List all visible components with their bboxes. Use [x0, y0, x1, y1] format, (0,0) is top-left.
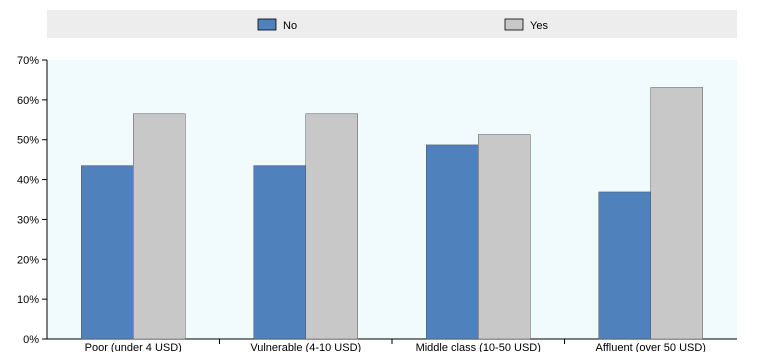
y-tick-label: 60%	[17, 95, 39, 107]
legend-swatch-no	[257, 18, 277, 31]
y-tick-label: 30%	[17, 214, 39, 226]
legend-label-no: No	[283, 20, 297, 32]
y-tick-label: 70%	[17, 55, 39, 67]
y-tick-label: 0%	[23, 334, 39, 346]
x-axis-labels: Poor (under 4 USD) Vulnerable (4-10 USD) M…	[85, 339, 706, 352]
x-category-label: Vulnerable (4-10 USD)	[250, 342, 361, 352]
legend: No Yes	[257, 18, 548, 32]
x-category-label: Middle class (10-50 USD)	[416, 342, 541, 352]
x-category-label: Affluent (over 50 USD)	[596, 342, 706, 352]
bar-no-2	[426, 144, 479, 340]
y-axis-ticks: 0% 10% 20% 30% 40% 50% 60% 70%	[17, 55, 47, 346]
bar-yes-3	[650, 87, 703, 340]
bar-yes-2	[478, 134, 531, 340]
legend-swatch-yes	[504, 18, 524, 31]
y-tick-label: 50%	[17, 135, 39, 147]
legend-label-yes: Yes	[530, 20, 548, 32]
x-category-label: Poor (under 4 USD)	[85, 342, 182, 352]
bars	[81, 87, 703, 340]
legend-band	[47, 10, 737, 38]
bar-no-1	[253, 165, 306, 340]
y-tick-label: 10%	[17, 294, 39, 306]
bar-yes-1	[305, 113, 358, 340]
y-tick-label: 20%	[17, 254, 39, 266]
y-tick-label: 40%	[17, 175, 39, 187]
bar-no-3	[598, 191, 651, 340]
bar-yes-0	[133, 113, 186, 340]
bar-no-0	[81, 165, 134, 340]
